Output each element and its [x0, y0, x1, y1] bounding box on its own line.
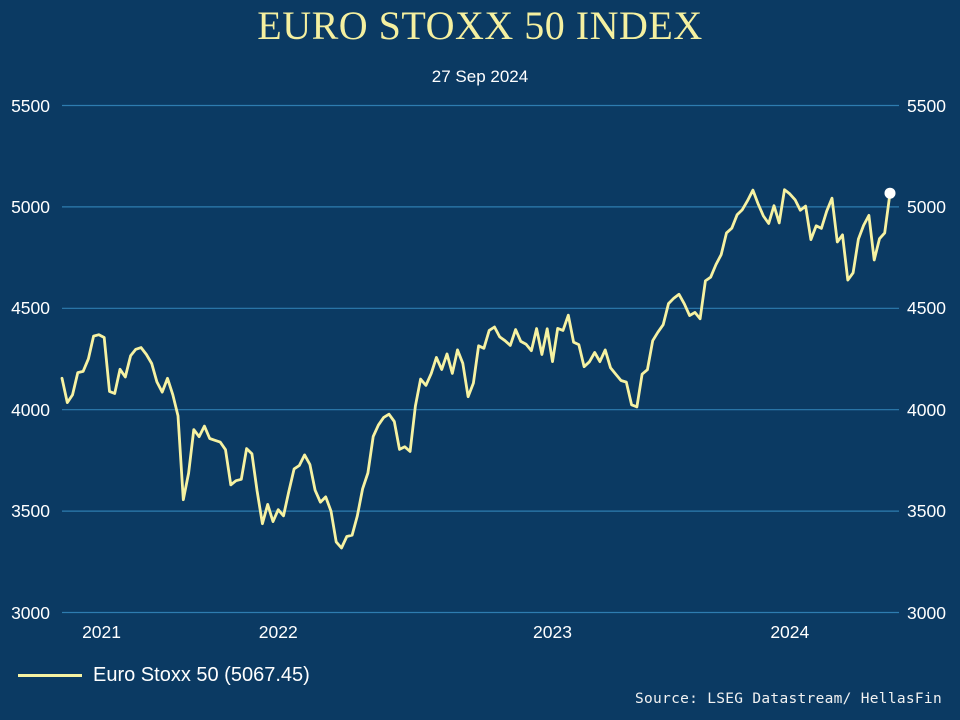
chart-title: EURO STOXX 50 INDEX — [257, 3, 703, 48]
y-axis-label-right-3000: 3000 — [907, 602, 946, 623]
y-axis-label-left-5000: 5000 — [11, 196, 50, 217]
x-axis-label-2024: 2024 — [770, 622, 810, 642]
legend-line-swatch — [18, 673, 82, 677]
y-axis-label-left-3000: 3000 — [11, 602, 50, 623]
y-axis-label-left-4000: 4000 — [11, 399, 50, 420]
y-axis-label-right-4000: 4000 — [907, 399, 946, 420]
x-axis-label-2022: 2022 — [258, 622, 298, 642]
y-axis-label-left-4500: 4500 — [11, 298, 50, 319]
legend-label: Euro Stoxx 50 (5067.45) — [93, 664, 310, 686]
gridlines — [62, 104, 899, 614]
last-point-marker — [884, 187, 896, 199]
y-axis-label-right-3500: 3500 — [907, 501, 946, 522]
price-line — [60, 188, 892, 550]
x-axis-label-2023: 2023 — [533, 622, 572, 642]
y-axis-label-left-3500: 3500 — [11, 501, 50, 522]
x-axis-label-2021: 2021 — [82, 622, 122, 642]
source-credit: Source: LSEG Datastream/ HellasFin — [634, 691, 942, 707]
legend: Euro Stoxx 50 (5067.45) — [18, 660, 310, 690]
y-axis-label-right-5000: 5000 — [907, 196, 946, 217]
y-axis-label-right-5500: 5500 — [907, 95, 946, 116]
chart-date-subtitle: 27 Sep 2024 — [431, 67, 529, 86]
y-axis-label-left-5500: 5500 — [11, 95, 50, 116]
y-axis-label-right-4500: 4500 — [907, 298, 946, 319]
